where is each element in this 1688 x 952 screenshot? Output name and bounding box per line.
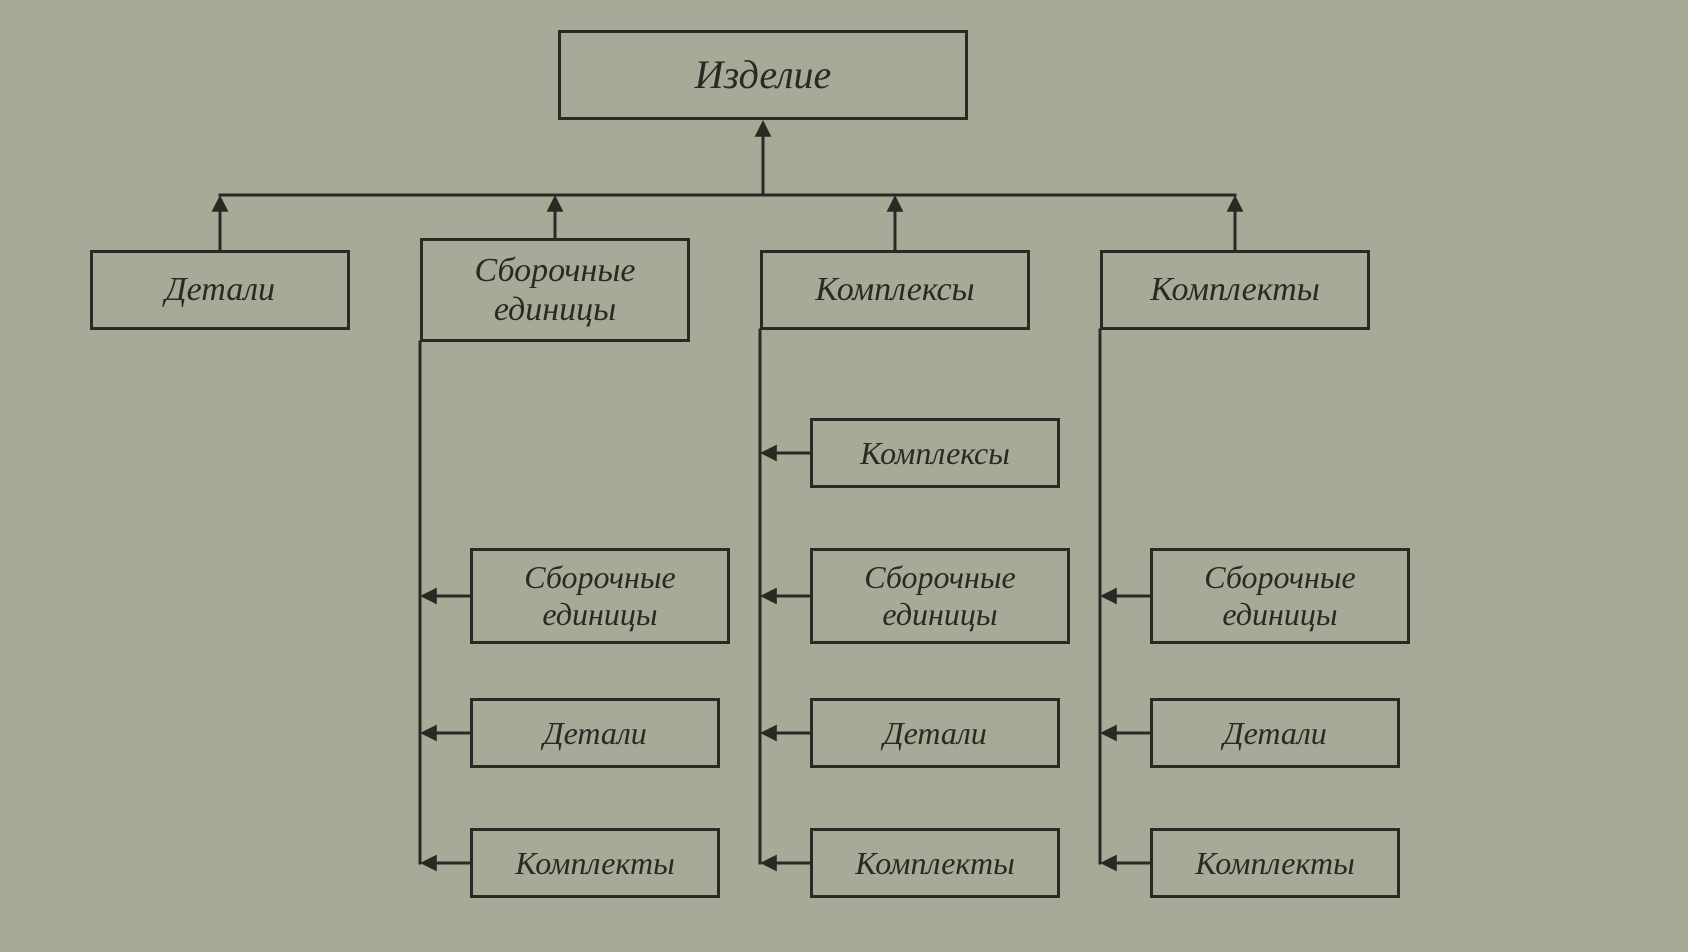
connectors: [0, 0, 1688, 952]
